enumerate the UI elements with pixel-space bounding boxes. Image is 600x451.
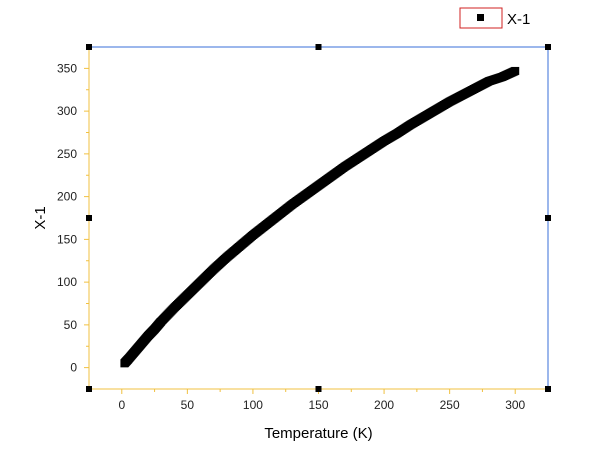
x-tick-labels: 0 50 100 150 200 250 300 [118, 398, 525, 412]
y-tick-label: 0 [70, 361, 77, 375]
y-tick-label: 200 [57, 190, 77, 204]
data-point [511, 66, 520, 75]
x-axis-title: Temperature (K) [264, 425, 372, 442]
y-tick-label: 150 [57, 232, 77, 246]
selection-handles[interactable] [86, 44, 551, 392]
resize-handle[interactable] [86, 215, 92, 221]
y-tick-label: 350 [57, 61, 77, 75]
y-tick-labels: 0 50 100 150 200 250 300 350 [57, 61, 77, 374]
x-tick-label: 100 [243, 398, 263, 412]
x-tick-label: 150 [308, 398, 328, 412]
y-tick-label: 250 [57, 147, 77, 161]
resize-handle[interactable] [545, 44, 551, 50]
x-tick-label: 50 [181, 398, 195, 412]
resize-handle[interactable] [315, 44, 322, 50]
y-tick-label: 100 [57, 275, 77, 289]
legend-marker [477, 14, 484, 21]
data-points [120, 66, 520, 368]
resize-handle[interactable] [545, 215, 551, 221]
y-tick-label: 300 [57, 104, 77, 118]
resize-handle[interactable] [86, 386, 92, 392]
x-tick-label: 0 [118, 398, 125, 412]
resize-handle[interactable] [545, 386, 551, 392]
y-axis-title: X-1 [32, 206, 49, 229]
legend-marker-box [459, 7, 503, 29]
x-tick-label: 300 [505, 398, 525, 412]
x-tick-label: 250 [440, 398, 460, 412]
legend-label: X-1 [507, 11, 530, 28]
x-tick-label: 200 [374, 398, 394, 412]
y-tick-label: 50 [64, 318, 78, 332]
legend[interactable]: X-1 [459, 7, 530, 29]
axis-ticks [84, 46, 549, 394]
resize-handle[interactable] [86, 44, 92, 50]
resize-handle[interactable] [315, 386, 322, 392]
